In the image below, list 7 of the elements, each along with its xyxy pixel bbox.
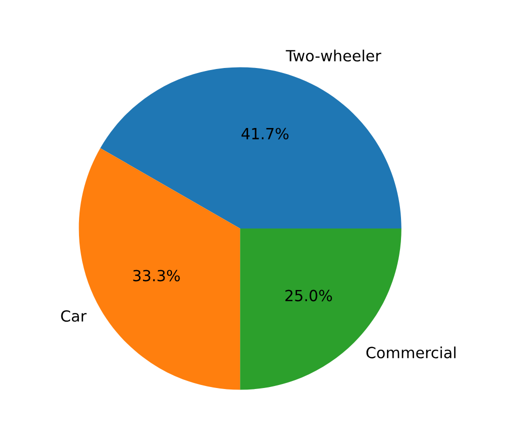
slice-label: Car xyxy=(61,310,87,322)
slice-label: Two-wheeler xyxy=(286,50,382,62)
data-label: 25.0% xyxy=(285,290,332,302)
slice-label: Commercial xyxy=(366,346,456,358)
data-label: 33.3% xyxy=(133,270,180,282)
pie-slice xyxy=(100,67,402,228)
data-label: 41.7% xyxy=(242,128,288,140)
